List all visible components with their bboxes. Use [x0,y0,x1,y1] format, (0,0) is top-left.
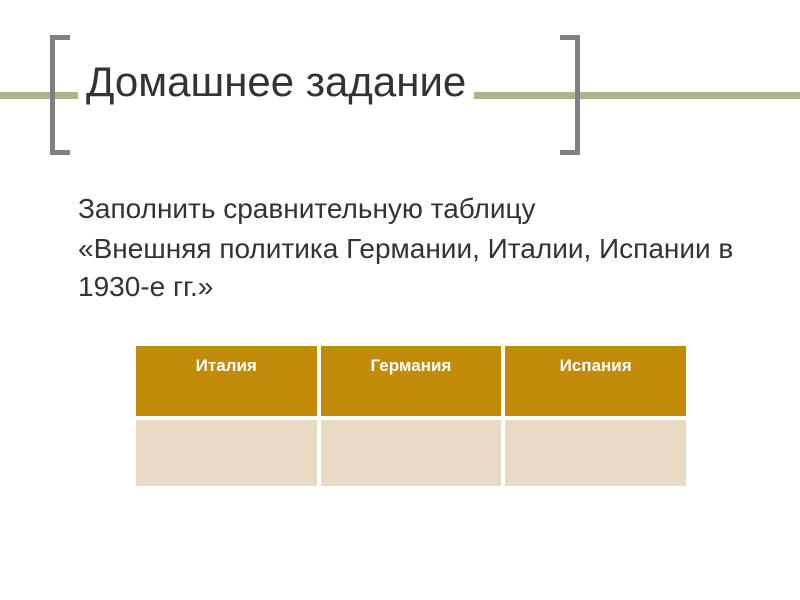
table-cell [505,420,686,486]
bracket-left [50,35,70,155]
table-row [136,420,686,486]
table-header-cell: Испания [505,346,686,416]
table-header-cell: Италия [136,346,317,416]
page-title: Домашнее задание [78,58,474,106]
body-line-2: «Внешняя политика Германии, Италии, Испа… [78,230,758,306]
bracket-right [560,35,580,155]
table-header-cell: Германия [321,346,502,416]
table-cell [136,420,317,486]
table-header-row: Италия Германия Испания [136,346,686,416]
table-cell [321,420,502,486]
body-line-1: Заполнить сравнительную таблицу [78,190,758,228]
body-text: Заполнить сравнительную таблицу «Внешняя… [78,190,758,307]
comparison-table: Италия Германия Испания [132,342,690,490]
